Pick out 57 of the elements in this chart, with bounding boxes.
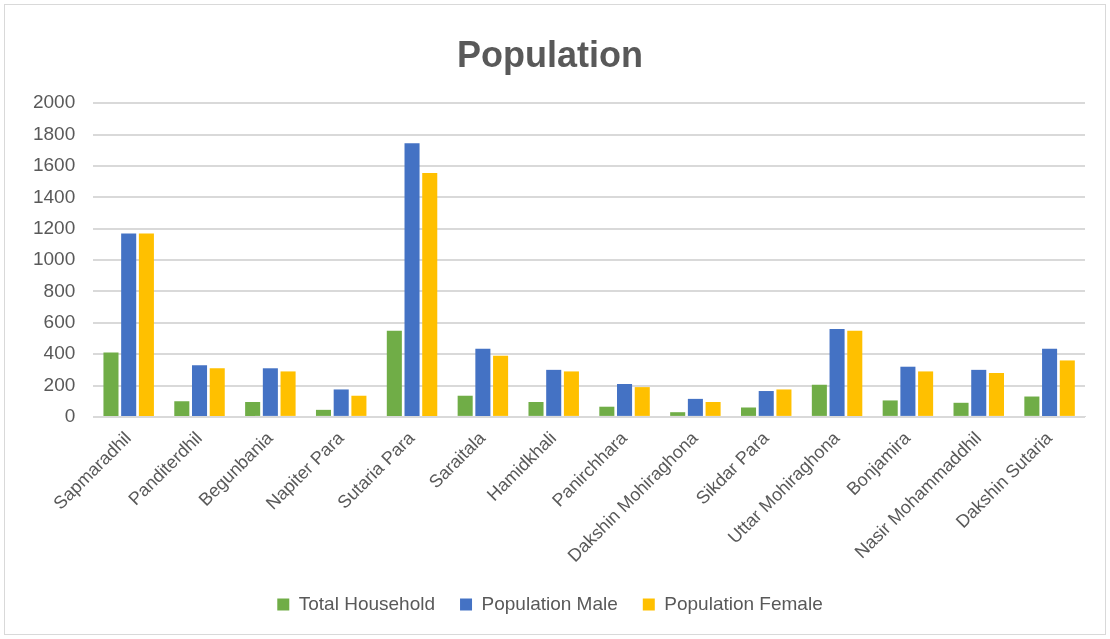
bar (687, 398, 703, 416)
bar (315, 409, 332, 416)
bar (121, 233, 137, 416)
bar (563, 371, 579, 416)
bar (740, 407, 757, 416)
bar (918, 371, 934, 416)
bar (422, 173, 438, 416)
bar (174, 401, 190, 416)
y-tick-label: 800 (43, 279, 76, 301)
bar (988, 372, 1004, 416)
bar (811, 384, 827, 416)
bar (705, 402, 721, 416)
bar (245, 402, 261, 416)
legend-label: Population Male (481, 592, 618, 614)
bar (192, 365, 208, 416)
y-tick-label: 1400 (32, 185, 76, 207)
bar (493, 355, 509, 416)
bar (670, 412, 686, 416)
bar (847, 330, 863, 416)
y-tick-label: 2000 (32, 91, 76, 113)
bar (776, 389, 792, 416)
bar (971, 369, 987, 416)
legend-label: Population Female (664, 592, 823, 614)
bar (404, 143, 420, 416)
bar (457, 395, 473, 416)
bar (475, 348, 491, 416)
legend-label: Total Household (298, 592, 436, 614)
y-tick-label: 1800 (32, 122, 76, 144)
y-tick-label: 200 (43, 373, 76, 395)
bar (209, 368, 225, 416)
y-tick-label: 1200 (32, 216, 76, 238)
y-tick-label: 1000 (32, 248, 76, 270)
y-tick-label: 0 (64, 405, 76, 427)
y-tick-label: 400 (43, 342, 76, 364)
bar (1042, 348, 1058, 416)
bar (1059, 360, 1075, 416)
bar (280, 371, 296, 416)
y-tick-label: 600 (43, 311, 76, 333)
bar (351, 395, 367, 416)
bar (882, 400, 898, 416)
bar (1024, 396, 1040, 416)
chart-title: Population (457, 33, 643, 75)
bar (953, 402, 969, 416)
bar (138, 233, 154, 416)
bar (829, 329, 845, 416)
bar (599, 406, 615, 416)
bar (262, 368, 278, 416)
bar (900, 366, 916, 416)
bar (546, 369, 562, 416)
y-tick-label: 1600 (32, 154, 76, 176)
bar (386, 330, 402, 416)
bar (634, 387, 650, 416)
bar (528, 402, 544, 416)
bar (617, 383, 633, 416)
bar (333, 389, 349, 416)
bar (758, 391, 774, 416)
bar (103, 352, 119, 416)
